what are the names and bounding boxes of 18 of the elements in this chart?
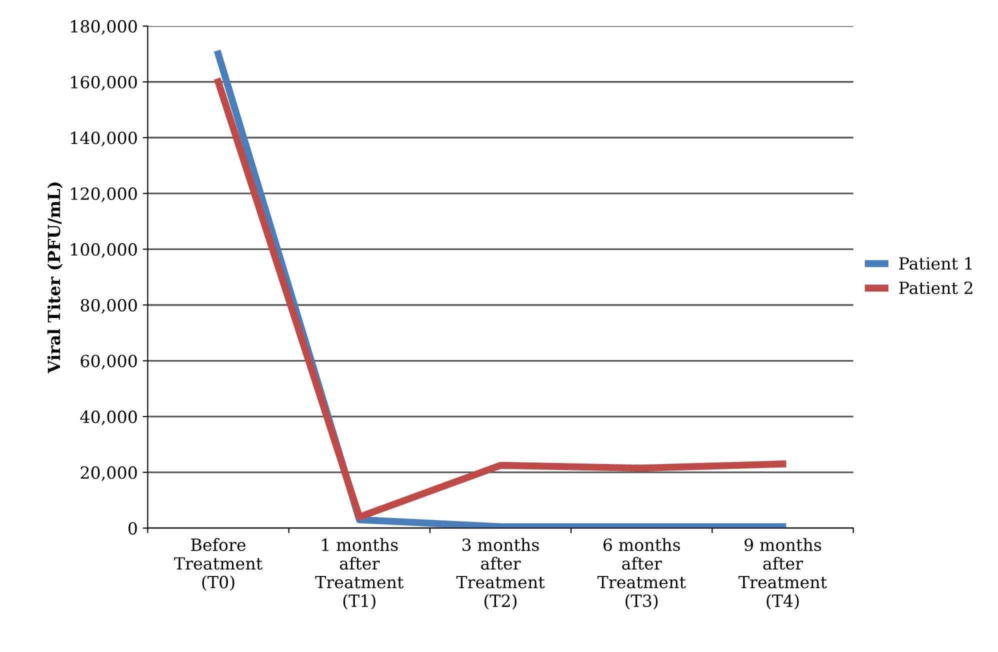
legend-label: Patient 1 [899, 257, 972, 270]
x-tick-label: 6 months after Treatment (T3) [597, 538, 686, 610]
x-tick-label: 1 months after Treatment (T1) [315, 538, 404, 610]
y-tick-label: 180,000 [71, 20, 137, 35]
y-tick-label: 120,000 [71, 187, 137, 202]
legend-label: Patient 2 [899, 282, 972, 294]
y-tick-label: 60,000 [80, 354, 137, 370]
y-tick-label: 140,000 [71, 132, 137, 146]
y-tick-label: 80,000 [80, 298, 137, 314]
y-tick-label: 160,000 [71, 76, 137, 90]
x-tick-label: Before Treatment (T0) [174, 538, 262, 591]
y-axis-title: Viral Titer (PFU/mL) [47, 182, 63, 374]
y-tick-label: 20,000 [80, 466, 137, 481]
x-tick-label: 3 months after Treatment (T2) [456, 538, 545, 610]
y-tick-label: 100,000 [71, 243, 137, 258]
x-tick-label: 9 months after Treatment (T4) [738, 538, 827, 610]
y-tick-label: 40,000 [80, 410, 137, 426]
y-tick-label: 0 [128, 522, 137, 535]
